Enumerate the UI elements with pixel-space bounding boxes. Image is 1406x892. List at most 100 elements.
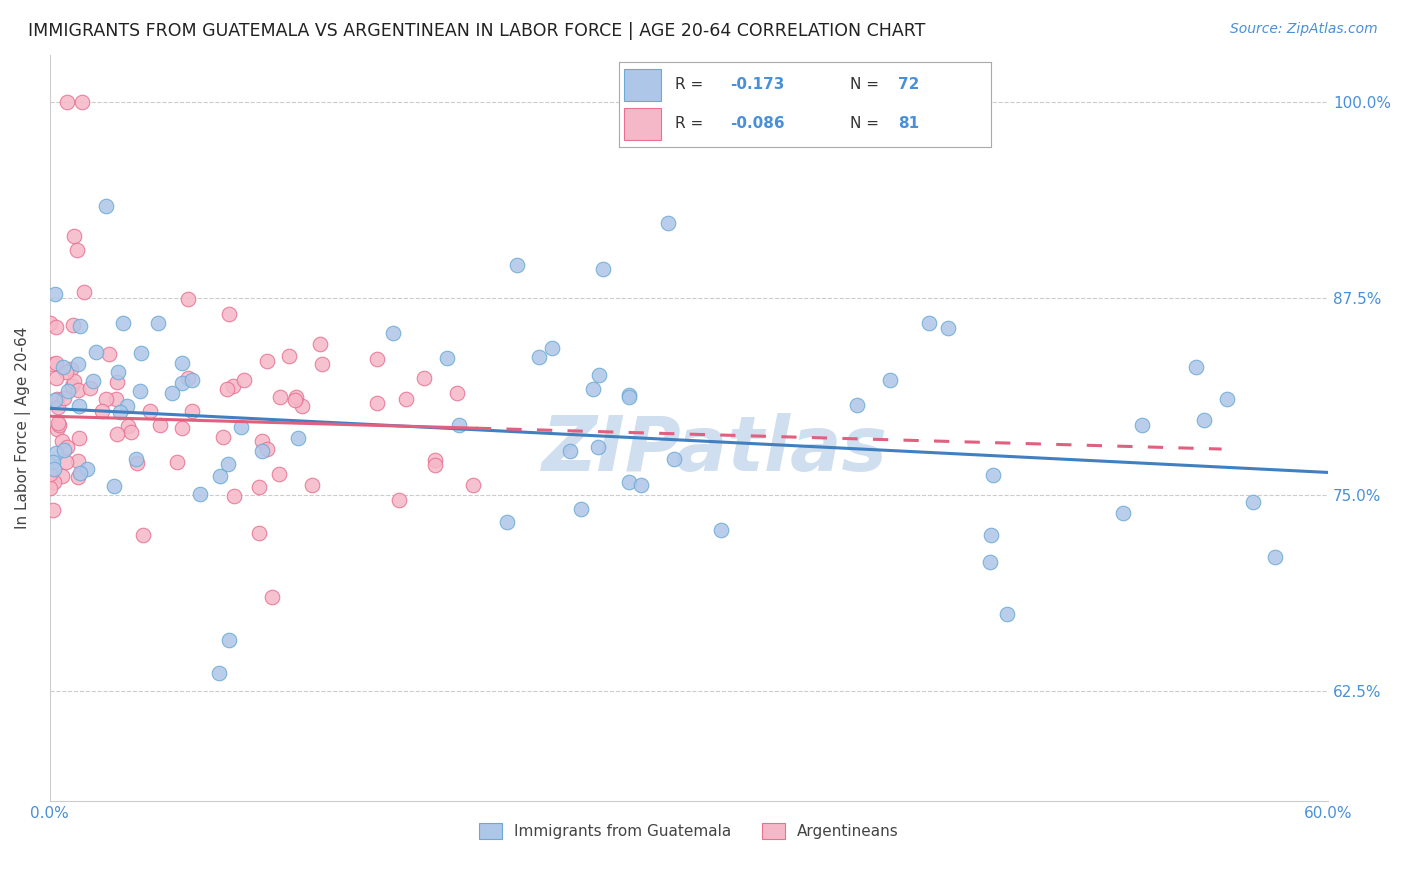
Point	[117, 419, 139, 434]
Point	[69, 466, 91, 480]
Point	[96, 392, 118, 407]
Point	[918, 316, 941, 330]
Point	[541, 342, 564, 356]
Point	[366, 396, 388, 410]
Point	[52, 360, 75, 375]
Point	[51, 434, 73, 448]
Point	[588, 368, 610, 382]
Point	[630, 478, 652, 492]
Point	[105, 392, 128, 406]
Point	[73, 285, 96, 300]
Point	[506, 259, 529, 273]
Point	[67, 470, 90, 484]
Point	[55, 365, 77, 379]
Point	[70, 95, 93, 110]
Point	[65, 243, 87, 257]
Point	[48, 417, 70, 432]
Point	[63, 228, 86, 243]
Point	[995, 607, 1018, 622]
Point	[617, 390, 640, 404]
Point	[62, 318, 84, 333]
Point	[111, 316, 134, 330]
Point	[217, 457, 239, 471]
Point	[127, 457, 149, 471]
Text: N =: N =	[849, 116, 883, 131]
Point	[160, 385, 183, 400]
Point	[132, 527, 155, 541]
Bar	[624, 69, 661, 101]
Point	[981, 468, 1004, 483]
Point	[172, 356, 194, 370]
Point	[218, 307, 240, 321]
Point	[463, 478, 485, 492]
Point	[117, 399, 139, 413]
Point	[582, 382, 605, 396]
Point	[84, 345, 107, 359]
Point	[1264, 550, 1286, 565]
Point	[67, 431, 90, 445]
Point	[55, 440, 77, 454]
Point	[710, 523, 733, 537]
Point	[224, 489, 246, 503]
Point	[269, 467, 291, 481]
Point	[527, 351, 550, 365]
Text: Source: ZipAtlas.com: Source: ZipAtlas.com	[1230, 22, 1378, 37]
Point	[60, 362, 83, 376]
Point	[67, 384, 90, 398]
Point	[166, 455, 188, 469]
Point	[105, 375, 128, 389]
Point	[56, 384, 79, 398]
Point	[1241, 495, 1264, 509]
Point	[496, 516, 519, 530]
Point	[619, 475, 641, 489]
Point	[67, 357, 90, 371]
Point	[262, 590, 284, 604]
Point	[423, 458, 446, 473]
Point	[94, 199, 117, 213]
Point	[67, 399, 90, 413]
Point	[979, 555, 1001, 569]
Point	[366, 351, 388, 366]
Point	[291, 399, 314, 413]
Point	[69, 318, 91, 333]
Point	[105, 427, 128, 442]
Point	[592, 262, 614, 277]
Point	[46, 416, 69, 430]
Point	[1184, 359, 1206, 374]
Text: 72: 72	[898, 78, 920, 93]
Point	[657, 216, 679, 230]
Point	[311, 357, 333, 371]
Point	[149, 417, 172, 432]
Point	[301, 477, 323, 491]
Point	[447, 417, 470, 432]
Point	[1192, 413, 1215, 427]
Point	[125, 451, 148, 466]
Point	[98, 347, 121, 361]
Point	[56, 95, 79, 110]
Point	[41, 503, 63, 517]
Point	[208, 469, 231, 483]
Point	[250, 444, 273, 458]
Point	[45, 445, 67, 459]
Point	[39, 481, 62, 495]
Point	[170, 421, 193, 435]
Text: -0.086: -0.086	[731, 116, 785, 131]
Point	[247, 480, 270, 494]
Point	[436, 351, 458, 365]
Point	[42, 357, 65, 371]
Point	[382, 326, 405, 340]
Point	[1130, 418, 1153, 433]
Point	[617, 388, 640, 402]
Point	[66, 453, 89, 467]
Point	[52, 391, 75, 405]
Point	[252, 434, 274, 448]
Bar	[624, 108, 661, 139]
Point	[55, 455, 77, 469]
Point	[146, 316, 169, 330]
Point	[211, 430, 233, 444]
Point	[232, 373, 254, 387]
Text: N =: N =	[849, 78, 883, 93]
Point	[218, 633, 240, 648]
Point	[177, 292, 200, 306]
Point	[129, 345, 152, 359]
